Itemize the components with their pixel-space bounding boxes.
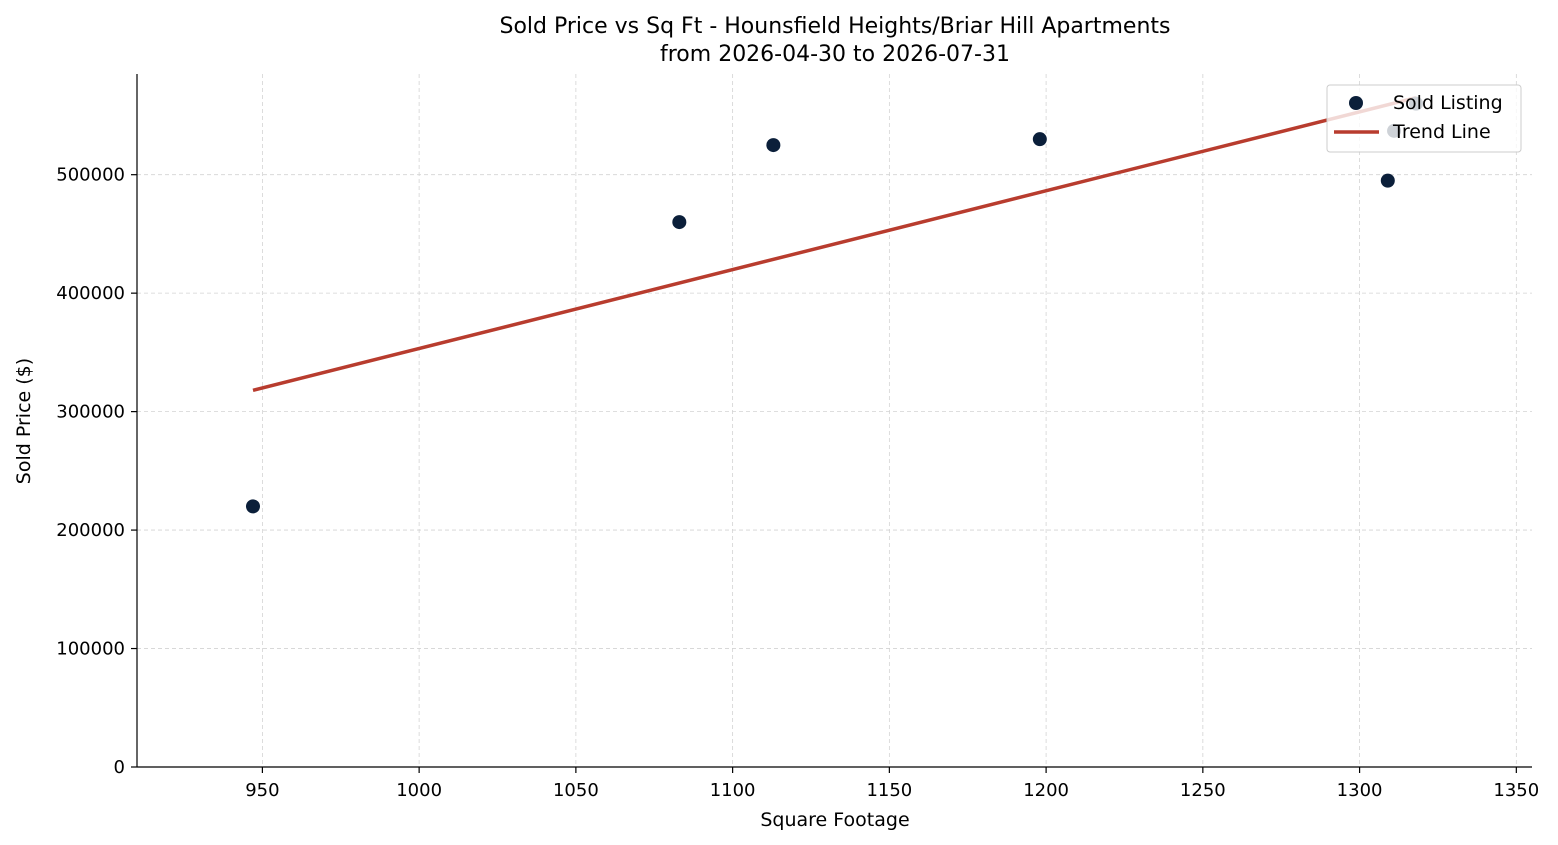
y-tick-label: 400000 (56, 283, 125, 304)
y-tick-label: 100000 (56, 639, 125, 660)
sold-listing-point (1032, 132, 1047, 147)
x-axis-ticks: 950 1000 1050 1100 1150 1200 1250 1300 1350 (245, 767, 1539, 801)
legend: Sold Listing Trend Line (1326, 84, 1522, 153)
trend-line-layer (252, 95, 1417, 392)
y-axis-ticks: 0 100000 200000 300000 400000 500000 (56, 165, 137, 778)
y-tick-label: 200000 (56, 520, 125, 541)
x-tick-label: 1350 (1493, 780, 1539, 801)
x-tick-label: 1150 (866, 780, 912, 801)
sold-listing-point (672, 215, 687, 230)
legend-marker-sold-listing (1349, 96, 1363, 110)
sold-listing-point (766, 138, 781, 153)
x-tick-label: 1200 (1023, 780, 1069, 801)
y-tick-label: 500000 (56, 165, 125, 186)
y-axis-label: Sold Price ($) (13, 358, 35, 484)
chart-title-text: Sold Price vs Sq Ft - Hounsfield Heights… (500, 14, 1171, 39)
legend-label-sold-listing: Sold Listing (1393, 92, 1503, 114)
legend-label-trend-line: Trend Line (1392, 121, 1491, 143)
grid-lines (137, 74, 1532, 768)
x-tick-label: 950 (245, 780, 279, 801)
axes (136, 74, 1532, 768)
x-tick-label: 1100 (710, 780, 756, 801)
x-axis-label: Square Footage (760, 809, 909, 831)
x-tick-label: 1000 (396, 780, 442, 801)
x-tick-label: 1250 (1180, 780, 1226, 801)
sold-listing-point (245, 499, 260, 514)
legend-box (1326, 84, 1522, 153)
sold-listing-point (1380, 173, 1395, 188)
chart-subtitle-text: from 2026-04-30 to 2026-07-31 (660, 42, 1010, 67)
chart-title: Sold Price vs Sq Ft - Hounsfield Heights… (500, 14, 1171, 67)
x-tick-label: 1050 (553, 780, 599, 801)
trend-line (252, 95, 1417, 392)
x-tick-label: 1300 (1337, 780, 1383, 801)
y-tick-label: 300000 (56, 402, 125, 423)
scatter-points (245, 96, 1424, 514)
y-tick-label: 0 (114, 757, 125, 778)
